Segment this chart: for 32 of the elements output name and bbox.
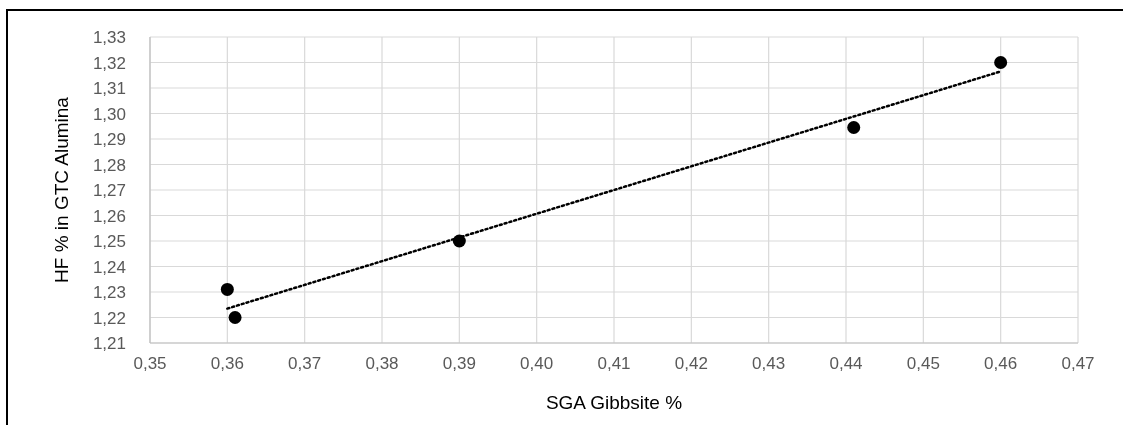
- x-tick-label: 0,39: [442, 354, 476, 373]
- x-axis-title: SGA Gibbsite %: [545, 392, 683, 413]
- y-tick-label: 1,24: [92, 257, 126, 277]
- point: [220, 282, 234, 296]
- y-tick-label: 1,29: [92, 130, 126, 149]
- y-tick-label: 1,22: [92, 308, 126, 328]
- x-tick-label: 0,35: [133, 354, 167, 373]
- x-tick-label: 0,41: [597, 354, 631, 373]
- y-tick-label: 1,27: [92, 181, 126, 200]
- y-tick-label: 1,31: [92, 79, 126, 98]
- x-tick-label: 0,47: [1061, 354, 1095, 373]
- y-tick-label: 1,21: [92, 334, 126, 353]
- x-tick-label: 0,46: [984, 354, 1018, 373]
- y-tick-label: 1,28: [92, 155, 126, 175]
- x-tick-label: 0,42: [674, 354, 708, 373]
- y-tick-label: 1,25: [92, 232, 126, 251]
- point: [228, 311, 242, 324]
- x-tick-label: 0,44: [829, 354, 863, 373]
- y-axis-title: HF % in GTC Alumina: [51, 96, 72, 283]
- y-tick-label: 1,30: [92, 104, 126, 124]
- y-tick-label: 1,32: [92, 53, 126, 73]
- point: [994, 56, 1008, 69]
- x-tick-label: 0,43: [752, 354, 786, 373]
- point: [847, 121, 861, 135]
- x-tick-label: 0,38: [365, 354, 399, 373]
- x-tick-label: 0,36: [210, 354, 244, 373]
- x-tick-label: 0,40: [520, 354, 554, 373]
- x-tick-label: 0,37: [288, 354, 322, 373]
- y-tick-label: 1,33: [92, 28, 126, 47]
- y-tick-label: 1,23: [92, 283, 126, 302]
- y-tick-label: 1,26: [92, 206, 126, 226]
- x-tick-label: 0,45: [906, 354, 940, 373]
